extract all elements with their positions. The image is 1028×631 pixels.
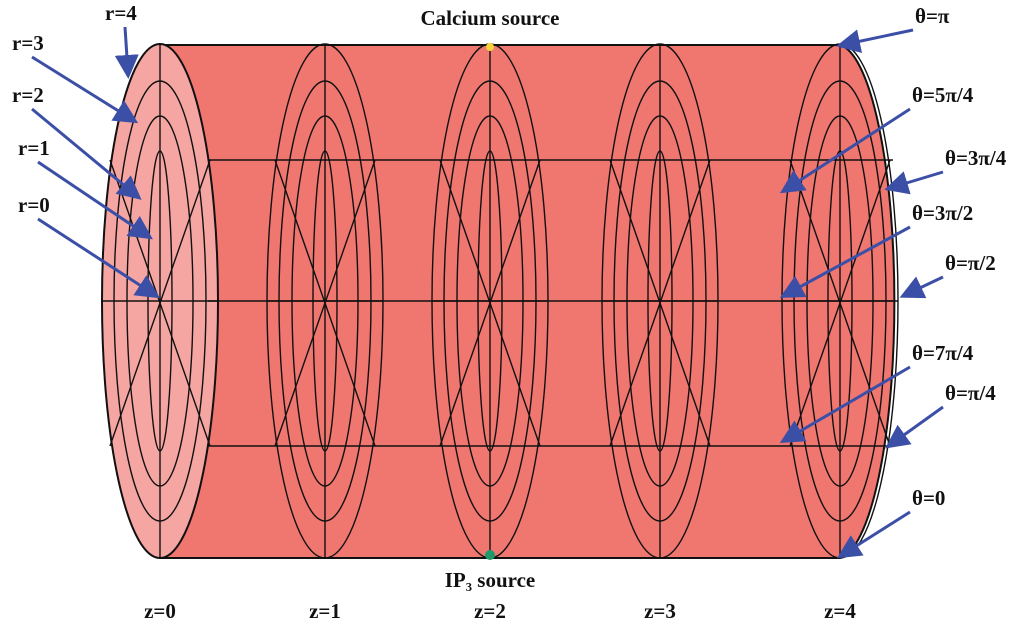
arrow (836, 28, 914, 54)
radius-label: r=1 (18, 136, 50, 160)
z-label: z=2 (474, 599, 506, 623)
radius-label: r=3 (12, 31, 44, 55)
spoke (789, 159, 891, 447)
z-label: z=4 (824, 599, 856, 623)
arrow (885, 405, 944, 449)
angle-label: θ=7π/4 (912, 341, 974, 365)
angle-label: θ=π/4 (945, 381, 996, 405)
arrow (114, 26, 139, 79)
angle-label: θ=3π/4 (945, 146, 1007, 170)
arrow (884, 170, 944, 195)
z-label: z=3 (644, 599, 676, 623)
grid (102, 43, 899, 559)
arrow (37, 160, 153, 240)
calcium-label: Calcium source (420, 6, 559, 30)
angle-label: θ=π (915, 4, 950, 28)
angle-label: θ=3π/2 (912, 201, 973, 225)
ip3-dot (485, 550, 495, 560)
arrow (779, 225, 911, 298)
arrow (899, 275, 944, 299)
radius-label: r=0 (18, 193, 50, 217)
radius-label: r=2 (12, 83, 44, 107)
angle-label: θ=5π/4 (912, 83, 974, 107)
arrow (31, 55, 139, 124)
radius-label: r=4 (105, 1, 137, 25)
spoke (609, 159, 711, 447)
z-label: z=1 (309, 599, 341, 623)
ip3-label: IP₃ source (445, 568, 535, 592)
arrow (779, 365, 911, 444)
spoke (439, 159, 541, 447)
angle-label: θ=0 (912, 486, 945, 510)
calcium-dot (486, 43, 494, 51)
arrow (836, 510, 911, 559)
spoke (274, 159, 376, 447)
arrow (31, 107, 142, 200)
arrow (37, 217, 161, 299)
z-label: z=0 (144, 599, 176, 623)
angle-label: θ=π/2 (945, 251, 996, 275)
arrow (779, 107, 911, 194)
arrows (31, 26, 944, 559)
spoke (109, 159, 211, 447)
